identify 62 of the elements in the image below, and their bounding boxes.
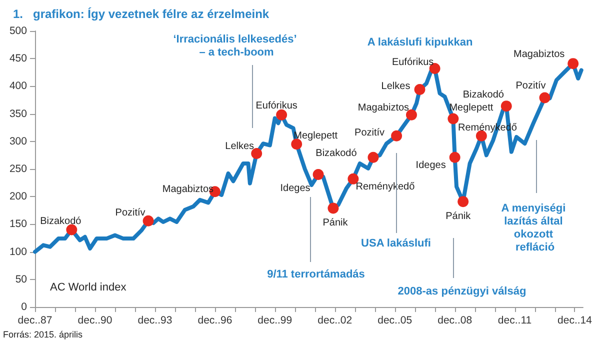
- point: [368, 152, 379, 163]
- point: [66, 224, 78, 236]
- y-tick-label: 500: [9, 25, 28, 37]
- y-tick-label: 150: [9, 218, 28, 230]
- point: [414, 84, 426, 96]
- point: [448, 113, 459, 124]
- point: [500, 100, 512, 112]
- x-tick-label: dec..02: [318, 314, 352, 326]
- y-tick-label: 0: [21, 301, 28, 313]
- annotation: USA lakáslufi: [361, 238, 431, 250]
- chart-title: 1. grafikon: Így vezetnek félre az érzelmeink: [13, 7, 270, 21]
- point: [276, 109, 288, 120]
- data-label: Pánik: [322, 218, 349, 229]
- data-label: Ideges: [280, 183, 310, 194]
- data-label: Magabiztos: [358, 102, 410, 114]
- data-label: Bizakodó: [40, 216, 82, 228]
- data-label: Reménykedő: [356, 181, 416, 192]
- annotation: 9/11 terrortámadás: [267, 268, 365, 280]
- point: [458, 196, 469, 208]
- data-label: Lelkes: [225, 141, 254, 152]
- point: [328, 202, 339, 214]
- annotation: ‘Irracionális lelkesedés’ – a tech-boom: [173, 34, 297, 58]
- y-tick-label: 400: [9, 80, 28, 92]
- data-label: Pozitív: [115, 207, 146, 218]
- data-label: Pozitív: [354, 127, 385, 138]
- data-label: Magabiztos: [514, 49, 565, 60]
- y-tick-label: 350: [9, 108, 28, 120]
- annotation: AC World index: [50, 282, 127, 294]
- data-label: Bizakodó: [316, 148, 358, 159]
- annotation: 2008-as pénzügyi válság: [398, 286, 526, 298]
- data-label: Pánik: [446, 211, 472, 222]
- point: [539, 92, 550, 104]
- data-label: Pozitív: [516, 80, 546, 92]
- x-tick-label: dec..11: [498, 314, 532, 326]
- text: Forrás: 2015. április: [3, 330, 84, 340]
- x-tick-label: dec..05: [378, 314, 412, 326]
- y-tick-label: 250: [9, 163, 28, 175]
- point: [312, 169, 324, 180]
- x-tick-label: dec..96: [198, 314, 232, 326]
- data-label: Eufórikus: [256, 100, 298, 112]
- point: [449, 152, 460, 163]
- annotation: A lakáslufi kipukkan: [367, 36, 473, 48]
- y-tick-label: 50: [15, 273, 28, 286]
- x-tick-label: dec..99: [258, 314, 292, 326]
- data-label: Ideges: [416, 160, 446, 171]
- x-tick-label: dec..08: [438, 314, 472, 326]
- point: [251, 148, 262, 160]
- point: [142, 215, 154, 226]
- x-tick-label: dec..14: [558, 314, 592, 326]
- annotation: A menyiségi lazítás által okozott refláció: [501, 202, 569, 254]
- x-tick-label: dec..87: [18, 314, 52, 326]
- y-tick-label: 450: [9, 52, 28, 65]
- data-label: Lelkes: [381, 81, 410, 92]
- data-label: Eufórikus: [392, 57, 434, 68]
- y-tick-label: 300: [9, 135, 28, 148]
- y-tick-label: 200: [9, 190, 28, 203]
- data-label: Bizakodó: [462, 90, 504, 101]
- x-tick-label: dec..90: [78, 314, 112, 326]
- point: [568, 58, 579, 70]
- point: [391, 130, 402, 142]
- x-tick-label: dec..93: [138, 314, 172, 326]
- y-tick-label: 100: [9, 246, 28, 258]
